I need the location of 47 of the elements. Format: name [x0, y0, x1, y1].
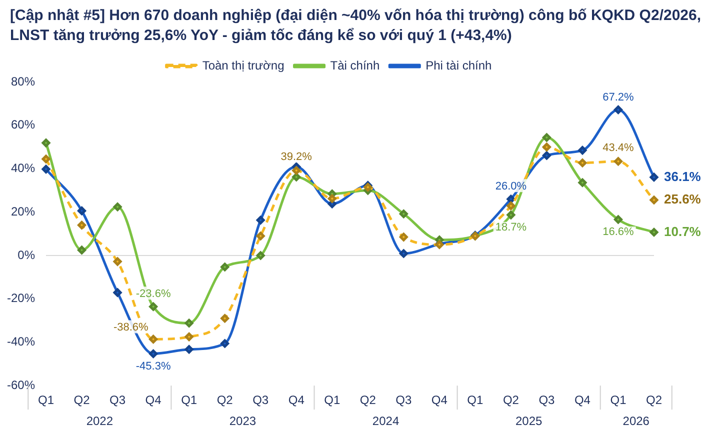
x-tick-label: Q3 [396, 393, 412, 408]
data-label: 16.6% [602, 226, 634, 238]
data-label: 10.7% [664, 224, 702, 239]
data-label: 67.2% [602, 91, 634, 104]
y-tick-label: -60% [7, 378, 36, 392]
data-label: 18.7% [495, 221, 527, 234]
x-tick-label: Q4 [431, 393, 448, 408]
data-label: 36.1% [664, 168, 702, 184]
y-tick-label: -20% [7, 291, 36, 306]
x-tick-label: Q1 [181, 393, 198, 408]
x-tick-label: Q2 [646, 393, 662, 408]
x-tick-label: Q2 [74, 393, 90, 408]
x-tick-label: Q2 [216, 393, 234, 408]
y-tick-label: 20% [10, 204, 36, 218]
legend-label: Phi tài chính [426, 58, 492, 72]
data-label: -38.6% [113, 322, 149, 334]
y-tick-label: 40% [10, 161, 36, 176]
x-tick-label: Q1 [467, 393, 484, 408]
text: 2025 [515, 414, 542, 428]
x-tick-label: Q2 [502, 393, 520, 408]
x-tick-label: Q1 [324, 393, 340, 408]
data-label: 43.4% [602, 142, 634, 154]
text: 2026 [622, 414, 650, 428]
data-label: 25.6% [664, 192, 702, 207]
legend-label: Tài chính [330, 58, 380, 72]
text: 2024 [372, 414, 400, 428]
text: 2023 [229, 414, 256, 428]
y-tick-label: -40% [7, 334, 36, 349]
x-tick-label: Q3 [538, 393, 556, 408]
x-tick-label: Q3 [110, 393, 126, 408]
x-tick-label: Q2 [360, 393, 376, 408]
legend-label: Toàn thị trường [202, 58, 284, 72]
y-tick-label: 80% [10, 74, 36, 88]
x-tick-label: Q1 [610, 393, 627, 408]
data-label: -23.6% [136, 288, 171, 300]
y-tick-label: 60% [10, 118, 36, 132]
data-label: -45.3% [136, 360, 171, 372]
x-tick-label: Q1 [38, 393, 54, 408]
y-tick-label: 0% [18, 248, 36, 262]
data-label: 39.2% [280, 151, 312, 164]
x-tick-label: Q4 [145, 393, 162, 408]
chart-title: [Cập nhật #5] Hơn 670 doanh nghiệp (đại diện ~40% vốn hóa thị trường) công bố KQKD Q2/2026, LNST tăng trưởng 25,6% YoY - giảm tốc đáng kể so với quý 1 (+43,4%) [10, 6, 702, 46]
x-tick-label: Q4 [574, 393, 591, 408]
text: 2022 [86, 414, 114, 428]
data-label: 26.0% [495, 180, 527, 193]
x-tick-label: Q3 [252, 393, 269, 408]
x-tick-label: Q4 [288, 393, 305, 408]
